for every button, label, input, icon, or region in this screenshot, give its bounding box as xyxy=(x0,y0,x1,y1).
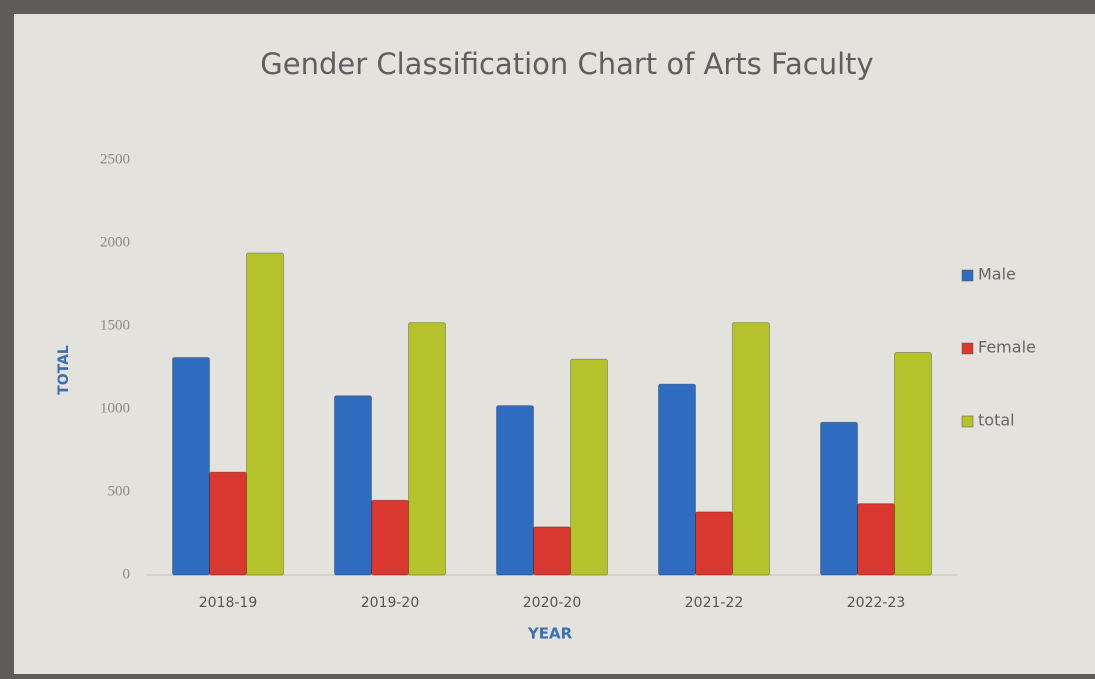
x-tick-label: 2020-20 xyxy=(523,595,582,611)
bar xyxy=(408,322,446,576)
bar xyxy=(570,358,608,576)
bar xyxy=(246,252,284,576)
bar xyxy=(732,322,770,576)
legend-label: Female xyxy=(978,338,1036,357)
bar xyxy=(334,395,372,576)
legend-swatch xyxy=(961,415,974,428)
y-tick-label: 1000 xyxy=(100,400,130,416)
legend-label: total xyxy=(978,411,1015,430)
x-axis-title: YEAR xyxy=(527,625,573,643)
bar xyxy=(371,499,409,576)
y-tick-label: 2500 xyxy=(100,151,130,167)
y-tick-label: 1500 xyxy=(100,317,130,333)
bar xyxy=(172,357,210,576)
bar xyxy=(533,526,571,576)
x-tick-label: 2022-23 xyxy=(847,595,906,611)
x-tick-label: 2021-22 xyxy=(685,595,744,611)
y-tick-label: 2000 xyxy=(100,234,130,250)
x-tick-label: 2018-19 xyxy=(199,595,258,611)
y-axis-title: TOTAL xyxy=(56,345,72,395)
bar xyxy=(658,383,696,576)
bar xyxy=(894,352,932,576)
bar xyxy=(496,405,534,576)
legend-swatch xyxy=(961,269,974,282)
bar xyxy=(857,503,895,576)
bar xyxy=(820,421,858,576)
x-tick-label: 2019-20 xyxy=(361,595,420,611)
chart-title: Gender Classification Chart of Arts Facu… xyxy=(260,47,873,81)
legend-swatch xyxy=(961,342,974,355)
y-tick-label: 500 xyxy=(108,483,131,499)
bar xyxy=(695,511,733,576)
legend-label: Male xyxy=(978,265,1016,284)
y-tick-label: 0 xyxy=(123,566,131,582)
bar xyxy=(209,471,247,576)
